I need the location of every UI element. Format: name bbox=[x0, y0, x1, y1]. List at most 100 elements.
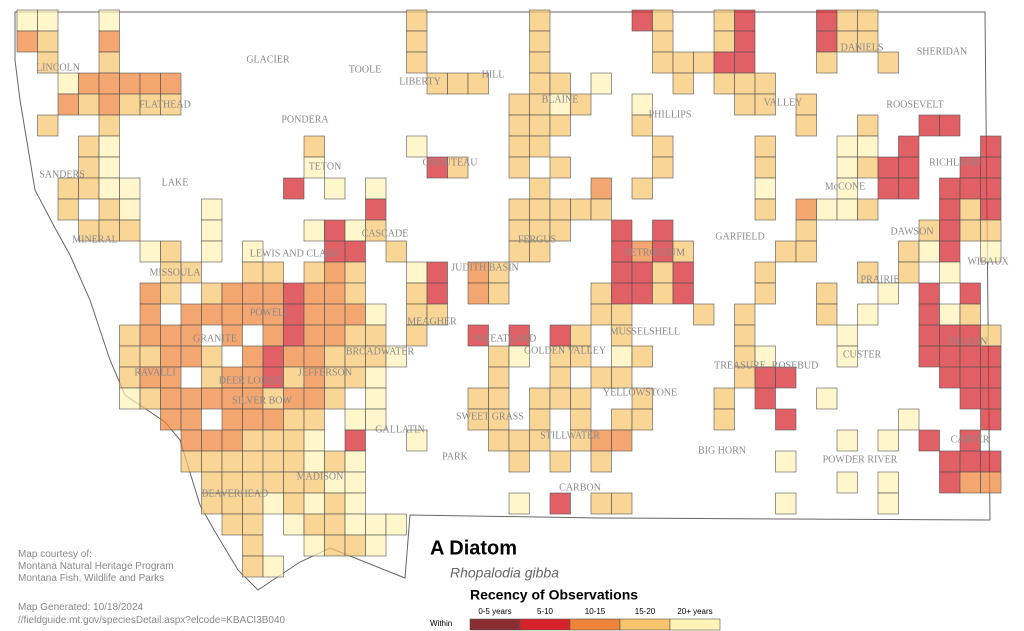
observation-cell bbox=[754, 198, 776, 221]
observation-cell bbox=[160, 282, 182, 305]
observation-cell bbox=[877, 282, 899, 305]
observation-cell bbox=[795, 219, 817, 242]
county-label: RICHLAND bbox=[929, 157, 981, 168]
observation-cell bbox=[242, 513, 264, 536]
observation-cell bbox=[570, 93, 592, 116]
title: A Diatom bbox=[430, 537, 517, 559]
county-label: PHILLIPS bbox=[649, 109, 692, 120]
county-label: CASCADE bbox=[362, 228, 409, 239]
county-label: CARTER bbox=[951, 434, 990, 445]
observation-cell bbox=[406, 51, 428, 74]
observation-cell bbox=[918, 282, 940, 305]
observation-cell bbox=[37, 30, 59, 53]
observation-cell bbox=[160, 240, 182, 263]
observation-cell bbox=[980, 156, 1002, 179]
observation-cell bbox=[631, 9, 653, 32]
observation-cell bbox=[775, 492, 797, 515]
observation-cell bbox=[98, 72, 120, 95]
observation-cell bbox=[467, 72, 489, 95]
observation-cell bbox=[119, 72, 141, 95]
observation-cell bbox=[816, 387, 838, 410]
observation-cell bbox=[119, 93, 141, 116]
observation-cell bbox=[426, 282, 448, 305]
observation-cell bbox=[344, 429, 366, 452]
county-label: VALLEY bbox=[764, 97, 803, 108]
observation-cell bbox=[303, 492, 325, 515]
observation-cell bbox=[508, 135, 530, 158]
observation-cell bbox=[549, 492, 571, 515]
observation-cell bbox=[221, 324, 243, 347]
observation-cell bbox=[611, 282, 633, 305]
observation-cell bbox=[754, 93, 776, 116]
observation-cell bbox=[734, 303, 756, 326]
observation-cell bbox=[324, 534, 346, 557]
observation-cell bbox=[139, 324, 161, 347]
county-label: GALLATIN bbox=[375, 424, 424, 435]
source-url: //fieldguide.mt.gov/speciesDetail.aspx?e… bbox=[18, 615, 286, 626]
observation-cell bbox=[836, 9, 858, 32]
observation-cell bbox=[406, 9, 428, 32]
county-label: BLAINE bbox=[542, 94, 579, 105]
county-label: LEWIS AND CLARK bbox=[250, 248, 341, 259]
observation-cell bbox=[180, 387, 202, 410]
observation-cell bbox=[365, 198, 387, 221]
observation-cell bbox=[611, 366, 633, 389]
observation-cell bbox=[344, 408, 366, 431]
county-label: FERGUS bbox=[518, 234, 556, 245]
observation-cell bbox=[898, 240, 920, 263]
observation-cell bbox=[611, 219, 633, 242]
observation-cell bbox=[365, 534, 387, 557]
observation-cell bbox=[857, 9, 879, 32]
observation-cell bbox=[426, 303, 448, 326]
observation-cell bbox=[980, 408, 1002, 431]
observation-cell bbox=[836, 324, 858, 347]
observation-cell bbox=[795, 240, 817, 263]
observation-cell bbox=[898, 408, 920, 431]
observation-cell bbox=[836, 198, 858, 221]
observation-cell bbox=[549, 156, 571, 179]
observation-cell bbox=[549, 450, 571, 473]
observation-cell bbox=[836, 135, 858, 158]
observation-cell bbox=[447, 72, 469, 95]
county-label: MADISON bbox=[297, 471, 344, 482]
observation-cell bbox=[713, 51, 735, 74]
observation-cell bbox=[467, 324, 489, 347]
observation-cell bbox=[365, 408, 387, 431]
observation-cell bbox=[180, 408, 202, 431]
observation-cell bbox=[119, 219, 141, 242]
legend-label: 0-5 years bbox=[478, 607, 511, 616]
observation-cell bbox=[734, 30, 756, 53]
observation-cell bbox=[324, 324, 346, 347]
observation-cell bbox=[467, 387, 489, 410]
observation-cell bbox=[160, 93, 182, 116]
observation-cell bbox=[590, 177, 612, 200]
observation-cell bbox=[324, 219, 346, 242]
observation-cell bbox=[57, 93, 79, 116]
observation-cell bbox=[549, 387, 571, 410]
observation-cell bbox=[139, 282, 161, 305]
county-label: MUSSELSHELL bbox=[610, 326, 681, 337]
observation-cell bbox=[939, 114, 961, 137]
observation-cell bbox=[344, 513, 366, 536]
observation-cell bbox=[918, 240, 940, 263]
observation-cell bbox=[877, 51, 899, 74]
observation-cell bbox=[303, 261, 325, 284]
observation-cell bbox=[406, 282, 428, 305]
observation-cell bbox=[119, 387, 141, 410]
observation-cell bbox=[611, 492, 633, 515]
observation-cell bbox=[201, 282, 223, 305]
observation-cell bbox=[713, 9, 735, 32]
observation-cell bbox=[488, 282, 510, 305]
observation-cell bbox=[980, 198, 1002, 221]
observation-cell bbox=[262, 429, 284, 452]
observation-cell bbox=[201, 198, 223, 221]
legend-swatch bbox=[569, 618, 621, 631]
observation-cell bbox=[242, 555, 264, 578]
county-label: LIBERTY bbox=[399, 76, 441, 87]
observation-cell bbox=[918, 324, 940, 347]
observation-cell bbox=[611, 408, 633, 431]
observation-cell bbox=[365, 366, 387, 389]
observation-cell bbox=[139, 387, 161, 410]
observation-cell bbox=[139, 240, 161, 263]
